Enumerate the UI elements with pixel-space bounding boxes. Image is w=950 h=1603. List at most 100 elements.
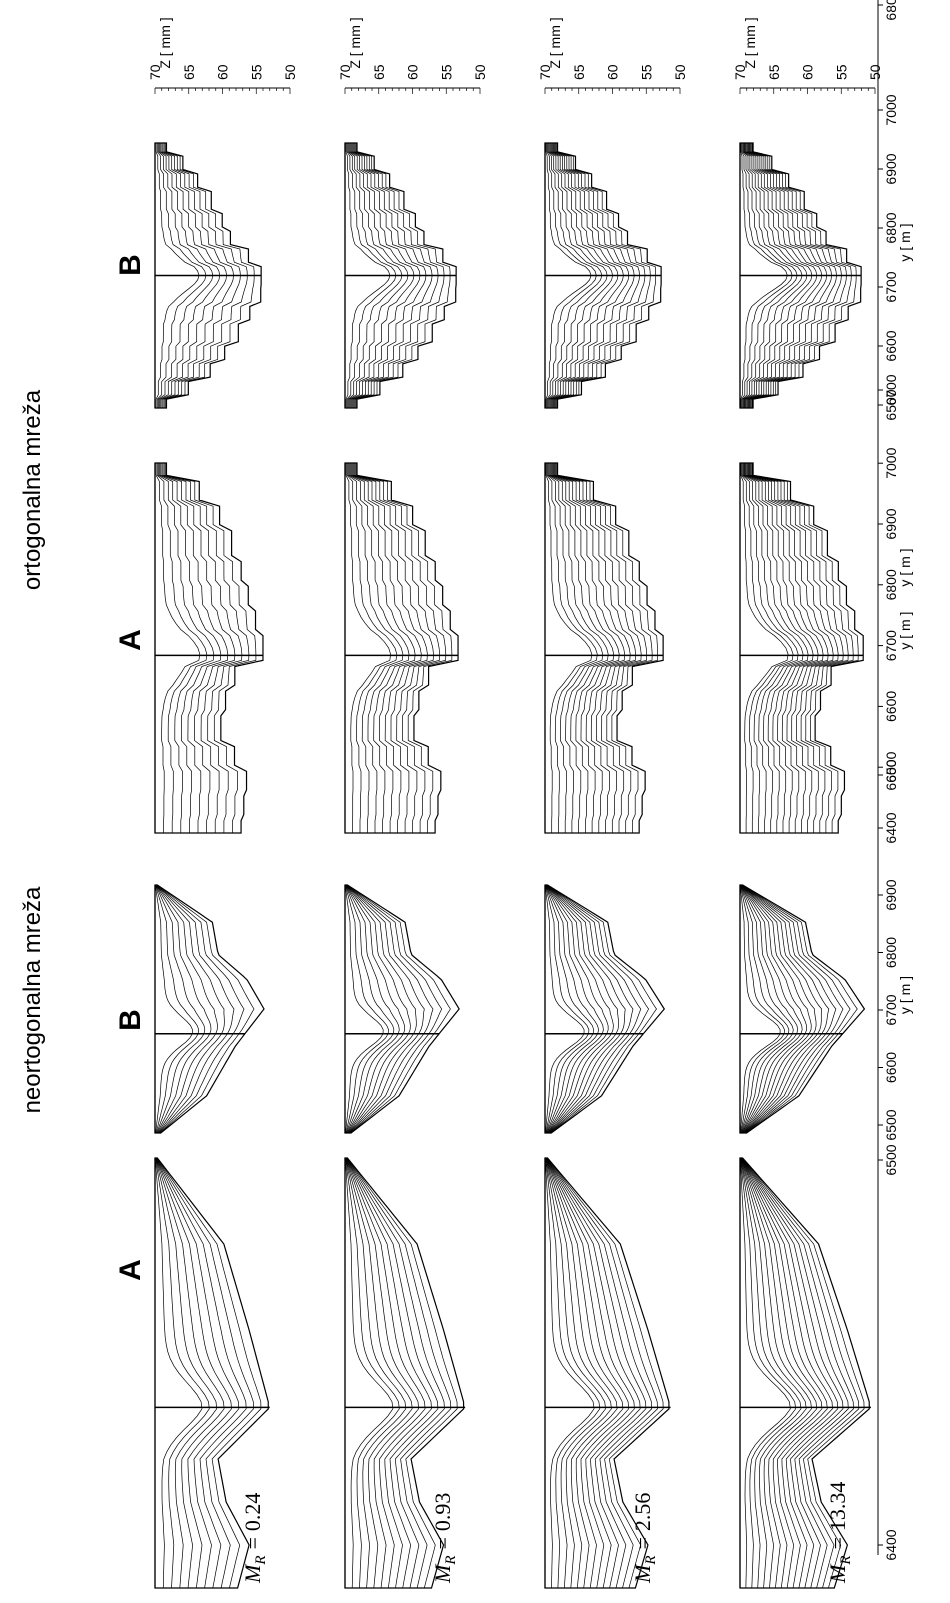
y-tick-label: 6500 [883,751,899,782]
row-label-part: 0.93 [430,1493,455,1532]
y-tick-label: 6800 [883,212,899,243]
streamline [156,1157,240,1589]
streamline [741,1157,849,1589]
z-tick-label: 60 [215,64,231,80]
streamline [545,1157,630,1589]
y-tick-label: 6900 [883,153,899,184]
streamline [355,463,453,833]
row-label: MR = 2.56 [630,1493,659,1584]
streamline [349,463,416,833]
streamline [155,884,212,1134]
streamline [739,884,785,1134]
y-axis-title: y [ m ] [897,976,913,1014]
streamline [158,463,215,833]
streamline [345,884,411,1134]
streamline [346,1157,452,1589]
row-label-part: = [240,1537,265,1549]
streamline [750,463,849,833]
streamline [344,1157,394,1589]
streamline [346,1157,439,1589]
z-tick-label: 55 [833,64,849,80]
z-tick-label: 50 [472,64,488,80]
z-tick-label: 55 [248,64,264,80]
streamline [154,1157,203,1589]
streamline [742,463,804,833]
streamline [740,1157,802,1589]
panel-label: A [114,629,147,651]
domain-boundary [154,142,262,409]
domain-boundary [344,462,459,834]
streamline [345,1157,400,1589]
z-tick-label: 70 [337,64,353,80]
y-tick-label: 6500 [883,1144,899,1175]
row-label-part: 0.24 [240,1493,265,1532]
streamline [155,1157,225,1589]
streamline [740,884,799,1134]
panel-label: A [114,1259,147,1281]
streamline [346,1157,445,1589]
z-tick-label: 70 [537,64,553,80]
streamline [740,1157,807,1589]
y-tick-label: 6700 [883,374,899,405]
streamline [159,463,222,833]
domain-boundary [739,142,862,409]
domain-boundary [739,1157,870,1589]
streamline [346,463,398,833]
streamline [553,463,642,833]
panel-label: B [114,254,147,276]
z-tick-label: 65 [571,64,587,80]
streamline [740,1157,812,1589]
streamline [546,884,626,1134]
streamline [544,884,585,1134]
streamline [155,884,218,1134]
streamline [352,463,434,833]
streamline [742,1157,865,1589]
row-label-part: M [825,1563,850,1584]
streamline [742,463,799,833]
streamline [155,1157,232,1589]
y-tick-label: 6800 [883,0,899,21]
streamline [547,1157,664,1589]
streamline [741,884,812,1134]
y-tick-label: 7000 [883,94,899,125]
streamline [346,1157,458,1589]
streamline [741,884,822,1134]
streamline [348,463,410,833]
row-label-part: R [443,1556,459,1566]
streamline [749,463,844,833]
streamline [546,884,614,1134]
domain-boundary [344,1157,465,1589]
z-tick-label: 65 [766,64,782,80]
streamline [747,463,834,833]
z-tick-label: 70 [147,64,163,80]
streamline [545,463,593,833]
streamline [549,463,615,833]
domain-boundary [154,884,265,1134]
row-label-part: M [630,1563,655,1584]
y-axis-title: y [ m ] [897,612,913,650]
streamline [546,884,642,1134]
z-axis-title: Z [ mm ] [157,17,173,68]
streamline [741,1157,839,1589]
streamline [545,884,599,1134]
streamline [351,463,428,833]
streamline [740,1157,818,1589]
streamline [741,884,817,1134]
z-axis-title: Z [ mm ] [347,17,363,68]
row-label: MR = 13.34 [825,1482,854,1584]
domain-boundary [544,1157,670,1589]
z-tick-label: 55 [438,64,454,80]
streamline [545,884,609,1134]
streamline [742,884,858,1134]
y-tick-label: 6400 [883,1529,899,1560]
streamline [739,1157,797,1589]
streamline [546,1157,647,1589]
streamline [740,884,794,1134]
streamline [751,463,854,833]
streamline [345,884,400,1134]
z-axis-title: Z [ mm ] [547,17,563,68]
streamline [741,1157,833,1589]
row-label-part: = [430,1537,455,1549]
streamline [548,463,609,833]
streamline [742,884,851,1134]
